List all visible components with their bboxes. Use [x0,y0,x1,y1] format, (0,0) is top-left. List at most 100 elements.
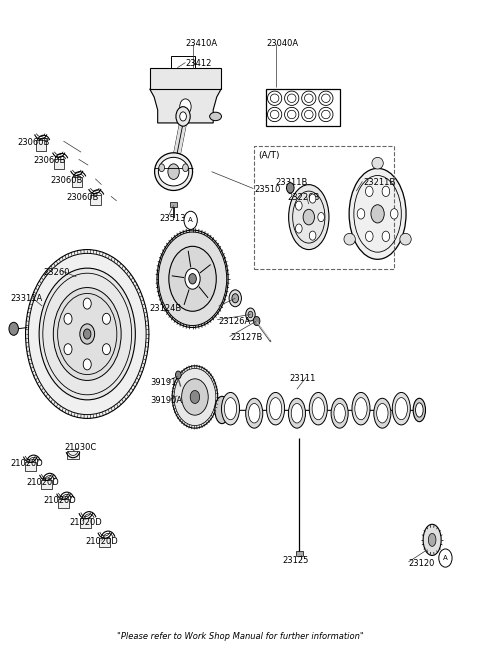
Circle shape [253,316,260,326]
Ellipse shape [269,398,282,420]
Ellipse shape [221,392,240,425]
Text: 21020D: 21020D [69,518,102,527]
Text: 23124B: 23124B [150,303,182,312]
Circle shape [365,186,373,196]
Circle shape [248,311,253,318]
Ellipse shape [210,112,221,121]
Ellipse shape [288,185,329,250]
Bar [36,140,47,151]
Circle shape [84,329,91,339]
Ellipse shape [334,403,345,423]
Text: 23126A: 23126A [219,316,251,326]
Ellipse shape [377,403,388,423]
Circle shape [64,313,72,324]
Circle shape [382,186,390,196]
Ellipse shape [344,233,355,245]
Ellipse shape [224,398,237,420]
Circle shape [83,359,91,370]
Text: 23510: 23510 [254,185,281,195]
Circle shape [157,230,228,328]
Circle shape [102,344,110,354]
Bar [254,145,394,269]
Text: 23060B: 23060B [34,156,66,165]
Circle shape [365,231,373,242]
Circle shape [185,269,200,290]
Bar [150,68,221,89]
Text: (A/T): (A/T) [258,151,279,160]
Bar [296,551,302,556]
Circle shape [303,210,314,225]
Circle shape [296,224,302,233]
Ellipse shape [309,392,327,425]
Text: 23311B: 23311B [276,178,308,187]
Circle shape [83,298,91,309]
Bar [99,538,110,547]
Circle shape [159,164,165,172]
Circle shape [309,194,316,203]
Circle shape [39,268,135,400]
Text: 23260: 23260 [43,268,70,277]
Text: 23226B: 23226B [288,193,320,202]
Text: 23111: 23111 [290,373,316,383]
Text: 23311A: 23311A [10,294,42,303]
Circle shape [190,390,200,403]
Bar [24,462,36,471]
Text: 23125: 23125 [283,555,309,565]
Ellipse shape [266,392,285,425]
Bar [90,195,100,206]
Bar [58,499,69,508]
Circle shape [25,250,149,419]
Ellipse shape [374,398,391,428]
Circle shape [318,213,324,221]
Bar [72,177,83,187]
Ellipse shape [413,398,425,422]
Text: 23120: 23120 [408,559,435,568]
Ellipse shape [423,524,441,555]
Ellipse shape [246,398,263,428]
Circle shape [180,99,191,115]
Circle shape [180,112,186,121]
Circle shape [80,324,95,344]
Ellipse shape [331,398,348,428]
Ellipse shape [312,398,324,420]
Text: 23127B: 23127B [230,333,263,343]
Circle shape [102,313,110,324]
Circle shape [64,344,72,354]
Bar [41,480,52,489]
Circle shape [169,246,216,311]
Circle shape [296,201,302,210]
Ellipse shape [355,398,367,420]
Circle shape [357,209,365,219]
Ellipse shape [400,233,411,245]
Circle shape [309,231,316,240]
Circle shape [182,164,188,172]
Circle shape [232,293,239,303]
Circle shape [287,183,294,193]
Text: 23211B: 23211B [363,178,396,187]
Text: 23040A: 23040A [266,39,298,48]
Text: 21020D: 21020D [10,459,43,468]
Bar [80,519,92,527]
Text: 21020D: 21020D [43,496,76,505]
Text: 21030C: 21030C [64,443,96,452]
Ellipse shape [249,403,260,423]
Circle shape [382,231,390,242]
Text: 21020D: 21020D [26,477,59,487]
Ellipse shape [392,392,410,425]
Ellipse shape [428,533,436,546]
Polygon shape [150,89,221,123]
Text: 23410A: 23410A [185,39,217,48]
Circle shape [176,371,181,379]
Text: A: A [188,217,193,223]
Circle shape [184,212,197,229]
Circle shape [189,274,196,284]
Ellipse shape [352,392,370,425]
Circle shape [371,205,384,223]
Bar [54,159,64,169]
Ellipse shape [395,398,408,420]
Circle shape [176,107,190,126]
Bar [171,56,195,67]
Ellipse shape [158,157,189,186]
Ellipse shape [416,403,423,417]
Circle shape [229,290,241,307]
